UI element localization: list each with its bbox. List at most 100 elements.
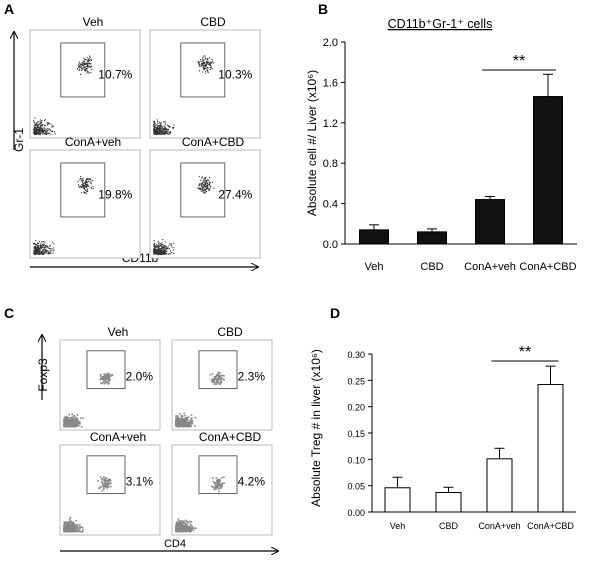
flow-plot-frame: [59, 444, 161, 536]
flow-dot: [164, 133, 166, 135]
panel-b-letter: B: [318, 1, 328, 17]
flow-dot: [84, 66, 86, 68]
flow-dot: [156, 246, 158, 248]
flow-dot: [83, 61, 85, 63]
flow-dot: [156, 131, 158, 133]
flow-dot: [211, 378, 214, 380]
flow-dot: [85, 185, 87, 187]
flow-dot: [63, 527, 65, 529]
flow-dot: [47, 130, 49, 132]
flow-dot: [34, 117, 36, 119]
flow-dot: [162, 131, 164, 133]
flow-dot: [86, 185, 88, 187]
flow-dot: [42, 253, 44, 255]
flow-dot: [176, 416, 179, 418]
flow-dot: [47, 252, 49, 254]
flow-dot: [166, 250, 168, 252]
flow-dot: [158, 250, 160, 252]
flow-dot: [191, 417, 193, 419]
flow-dot: [163, 133, 165, 135]
flow-dot: [207, 188, 209, 190]
y-tick-label: 0.10: [347, 455, 365, 465]
flow-dot: [181, 527, 183, 530]
flow-dot: [43, 253, 45, 255]
flow-dot: [216, 373, 218, 376]
flow-dot: [183, 425, 185, 428]
flow-dot: [78, 421, 81, 423]
flow-dot: [159, 250, 161, 252]
flow-dot: [74, 416, 77, 419]
flow-dot: [78, 185, 80, 187]
flow-dot: [39, 133, 41, 135]
flow-dot: [176, 417, 178, 420]
flow-dot: [66, 422, 69, 424]
flow-dot: [44, 252, 46, 254]
flow-dot: [202, 186, 204, 188]
flow-dot: [194, 416, 197, 419]
flow-dot: [88, 59, 90, 61]
flow-dot: [203, 55, 205, 57]
flow-dot: [44, 246, 46, 248]
flow-dot: [200, 179, 202, 181]
flow-dot: [204, 192, 206, 194]
flow-dot: [44, 248, 46, 250]
flow-dot: [165, 131, 167, 133]
flow-dot: [161, 247, 163, 249]
flow-dot: [86, 181, 88, 183]
flow-dot: [66, 416, 68, 418]
flow-dot: [44, 120, 46, 122]
flow-dot: [70, 521, 73, 524]
y-tick-label: 0.15: [347, 429, 365, 439]
flow-dot: [75, 525, 78, 527]
flow-dot: [42, 132, 44, 134]
flow-dot: [216, 485, 219, 488]
flow-dot: [101, 382, 104, 385]
flow-dot: [205, 186, 207, 188]
flow-dot: [189, 424, 192, 426]
flow-dot: [183, 521, 185, 524]
flow-dot-cloud: [63, 476, 112, 533]
flow-dot: [176, 526, 178, 529]
bar: [537, 384, 564, 513]
flow-dot: [157, 253, 159, 255]
flow-dot: [204, 178, 206, 180]
flow-dot: [84, 181, 86, 183]
flow-dot: [71, 523, 74, 526]
flow-dot: [106, 381, 109, 383]
flow-dot: [70, 523, 73, 526]
flow-dot: [108, 379, 110, 381]
bar: [359, 229, 389, 245]
flow-dot: [70, 530, 72, 533]
flow-dot: [169, 253, 171, 255]
flow-dot: [81, 526, 84, 529]
flow-dot: [36, 252, 38, 254]
flow-dot: [203, 66, 205, 68]
flow-dot: [34, 128, 36, 130]
flow-dot: [84, 192, 86, 194]
flow-dot: [78, 65, 80, 67]
flow-dot: [41, 250, 43, 252]
flow-dot: [87, 178, 89, 180]
flow-dot: [204, 191, 206, 193]
flow-dot: [51, 124, 53, 126]
flow-dot: [72, 521, 74, 524]
flow-dot: [48, 245, 50, 247]
flow-dot: [66, 420, 68, 423]
flow-dot: [217, 482, 219, 484]
flow-dot: [205, 57, 207, 59]
flow-dot: [43, 244, 45, 246]
flow-dot: [50, 248, 52, 250]
flow-dot: [36, 251, 38, 253]
flow-dot: [156, 254, 158, 256]
flow-dot: [188, 527, 191, 530]
flow-dot: [85, 69, 87, 71]
flow-dot: [45, 131, 47, 133]
flow-dot: [159, 245, 161, 247]
flow-dot: [80, 186, 82, 188]
flow-dot: [40, 133, 42, 135]
flow-dot: [71, 418, 73, 421]
flow-dot: [173, 242, 175, 244]
flow-dot: [219, 484, 221, 487]
flow-dot: [183, 412, 186, 415]
